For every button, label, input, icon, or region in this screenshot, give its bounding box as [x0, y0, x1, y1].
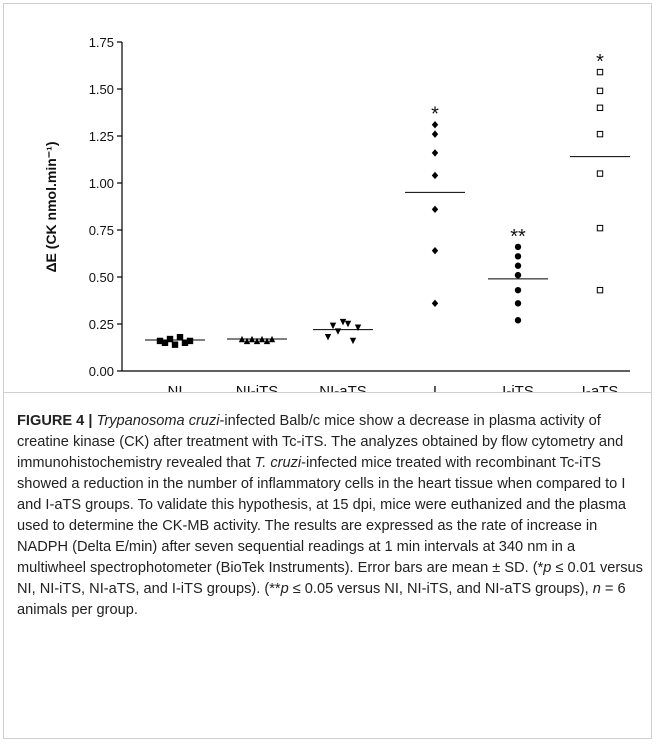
- point: [181, 339, 189, 346]
- caption-run: = 6 animals per group.: [17, 581, 626, 618]
- point: [596, 224, 604, 232]
- point: [161, 339, 169, 346]
- caption-run: p: [280, 581, 289, 597]
- caption-run: n: [592, 581, 601, 597]
- point: [514, 271, 522, 279]
- point: [514, 317, 522, 324]
- point: [349, 337, 357, 345]
- point: [431, 171, 439, 180]
- point: [243, 337, 251, 345]
- point: [596, 87, 604, 95]
- point: [596, 286, 604, 294]
- figure-frame: [3, 3, 652, 739]
- point: [166, 335, 174, 343]
- point: [354, 324, 362, 331]
- point: [596, 104, 604, 111]
- x-tick-label: I: [433, 383, 437, 392]
- chart: ΔE (CK nmol.min⁻¹) 0.00 0.25 0.50 0.75 1.00 1…: [43, 35, 630, 392]
- point: [339, 318, 347, 326]
- significance-annotation: **: [510, 226, 526, 248]
- point: [514, 300, 522, 307]
- caption-run: -infected Balb/c mice show a decrease in…: [17, 413, 624, 471]
- y-tick-label: 1.75: [89, 35, 114, 50]
- point: [514, 262, 522, 269]
- point: [156, 337, 164, 345]
- point: [263, 337, 271, 345]
- point: [176, 333, 184, 341]
- point: [596, 68, 604, 76]
- point: [431, 130, 439, 138]
- caption-run: FIGURE 4 |: [17, 413, 97, 429]
- point: [431, 246, 439, 255]
- point: [344, 320, 352, 328]
- point: [324, 333, 332, 341]
- separator: [3, 392, 652, 393]
- caption-run: -infected mice treated with recombinant …: [17, 455, 626, 576]
- point: [253, 337, 261, 345]
- y-axis-label: ΔE (CK nmol.min⁻¹): [43, 142, 59, 273]
- point: [171, 341, 179, 348]
- y-tick-label: 0.00: [89, 364, 114, 379]
- point: [431, 299, 439, 308]
- point: [596, 170, 604, 177]
- significance-annotation: *: [596, 51, 604, 73]
- point: [186, 337, 194, 345]
- point: [431, 205, 439, 214]
- caption: FIGURE 4 | Trypanosoma cruzi-infected Ba…: [17, 411, 643, 621]
- point: [431, 149, 439, 157]
- point: [596, 130, 604, 138]
- x-tick-label: NI-aTS: [319, 383, 367, 392]
- caption-run: ≤ 0.01 versus NI, NI-iTS, NI-aTS, and I-…: [17, 560, 643, 597]
- caption-run: p: [543, 560, 552, 576]
- x-tick-label: NI-iTS: [236, 383, 279, 392]
- significance-annotation: *: [431, 104, 439, 126]
- point: [431, 121, 439, 129]
- caption-run: ≤ 0.05 versus NI, NI-iTS, and NI-aTS gro…: [288, 581, 593, 597]
- y-tick-label: 1.50: [89, 82, 114, 97]
- caption-run: Trypanosoma cruzi: [96, 413, 220, 429]
- caption-run: T. cruzi: [254, 455, 302, 471]
- x-tick-label: NI: [168, 383, 183, 392]
- y-tick-label: 1.00: [89, 176, 114, 191]
- y-tick-label: 0.50: [89, 270, 114, 285]
- x-tick-label: I-aTS: [582, 383, 619, 392]
- point: [514, 243, 522, 251]
- y-tick-label: 1.25: [89, 129, 114, 144]
- point: [329, 322, 337, 330]
- x-tick-label: I-iTS: [502, 383, 534, 392]
- point: [514, 253, 522, 260]
- y-tick-label: 0.25: [89, 317, 114, 332]
- y-tick-label: 0.75: [89, 223, 114, 238]
- point: [514, 286, 522, 294]
